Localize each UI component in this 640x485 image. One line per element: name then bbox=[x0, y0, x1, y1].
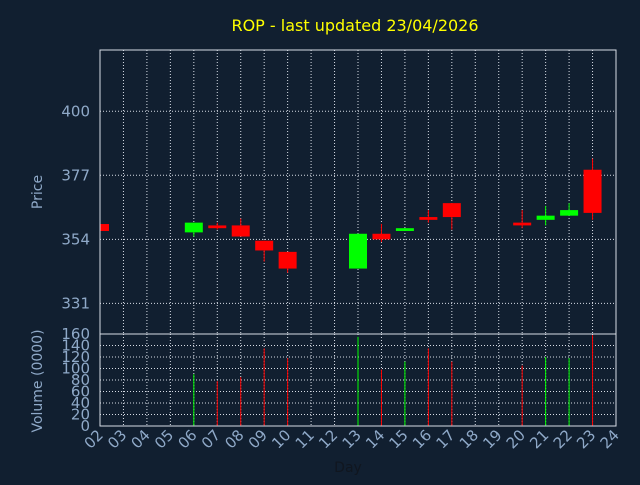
day-tick-label: 19 bbox=[479, 426, 505, 452]
volume-panel-frame bbox=[99, 333, 617, 427]
candle-body bbox=[255, 240, 274, 251]
candle-body bbox=[231, 225, 250, 237]
candle-body bbox=[560, 210, 579, 216]
day-tick-label: 24 bbox=[597, 426, 623, 452]
day-axis-label: Day bbox=[334, 460, 362, 476]
day-tick-label: 20 bbox=[503, 426, 529, 452]
volume-bars bbox=[193, 335, 594, 426]
chart-title: ROP - last updated 23/04/2026 bbox=[231, 16, 478, 35]
candle-body bbox=[349, 233, 367, 269]
candle-body bbox=[372, 233, 391, 240]
price-tick-label: 354 bbox=[61, 230, 90, 248]
price-grid bbox=[99, 50, 617, 334]
candle-body bbox=[278, 251, 297, 269]
price-tick-label: 331 bbox=[61, 294, 90, 312]
price-tick-label: 377 bbox=[61, 166, 90, 184]
candle-body bbox=[419, 217, 438, 220]
price-tick-label: 400 bbox=[61, 102, 90, 120]
candle-body bbox=[184, 222, 203, 233]
day-tick-label: 16 bbox=[409, 426, 435, 452]
price-candles bbox=[99, 158, 602, 273]
volume-tick-label: 100 bbox=[61, 360, 90, 378]
volume-tick-label: 80 bbox=[71, 371, 90, 389]
candle-body bbox=[583, 169, 602, 213]
day-tick-label: 07 bbox=[198, 426, 224, 452]
day-tick-label: 12 bbox=[315, 426, 341, 452]
day-tick-label: 23 bbox=[573, 426, 599, 452]
day-tick-label: 13 bbox=[339, 426, 365, 452]
day-tick-label: 04 bbox=[128, 426, 154, 452]
volume-tick-label: 40 bbox=[71, 394, 90, 412]
candle-body bbox=[100, 224, 109, 231]
day-tick-label: 21 bbox=[526, 426, 552, 452]
day-tick-label: 05 bbox=[151, 426, 177, 452]
day-tick-label: 18 bbox=[456, 426, 482, 452]
candle-body bbox=[536, 215, 555, 220]
day-tick-label: 11 bbox=[292, 426, 318, 452]
volume-tick-label: 140 bbox=[61, 337, 90, 355]
day-tick-label: 08 bbox=[221, 426, 247, 452]
day-tick-label: 06 bbox=[174, 426, 200, 452]
candle-body bbox=[442, 203, 461, 218]
candle-body bbox=[513, 222, 532, 226]
price-axis: 331 354 377 400 bbox=[61, 102, 90, 312]
day-axis: 0203040506070809101112131415161718192021… bbox=[81, 426, 623, 452]
candle-body bbox=[395, 228, 414, 231]
volume-tick-label: 0 bbox=[80, 417, 90, 435]
volume-tick-label: 20 bbox=[71, 406, 90, 424]
volume-tick-label: 160 bbox=[61, 325, 90, 343]
day-tick-label: 14 bbox=[362, 426, 388, 452]
day-tick-label: 22 bbox=[550, 426, 576, 452]
day-tick-label: 03 bbox=[104, 426, 130, 452]
price-axis-label: Price bbox=[30, 175, 46, 209]
volume-tick-label: 60 bbox=[71, 383, 90, 401]
day-tick-label: 15 bbox=[386, 426, 412, 452]
volume-axis-label: Volume (0000) bbox=[30, 329, 46, 432]
day-tick-label: 17 bbox=[432, 426, 458, 452]
day-tick-label: 10 bbox=[268, 426, 294, 452]
volume-tick-label: 120 bbox=[61, 348, 90, 366]
day-tick-label: 09 bbox=[245, 426, 271, 452]
candle-body bbox=[208, 225, 227, 229]
